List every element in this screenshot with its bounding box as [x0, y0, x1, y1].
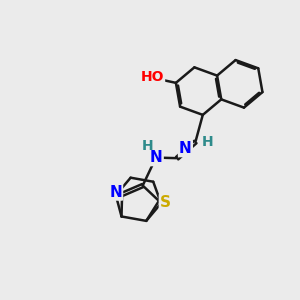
Text: N: N	[150, 150, 163, 165]
Text: N: N	[109, 184, 122, 200]
Text: N: N	[179, 141, 192, 156]
Text: HO: HO	[141, 70, 164, 84]
Text: H: H	[202, 135, 214, 149]
Text: H: H	[142, 140, 154, 153]
Text: S: S	[160, 195, 171, 210]
